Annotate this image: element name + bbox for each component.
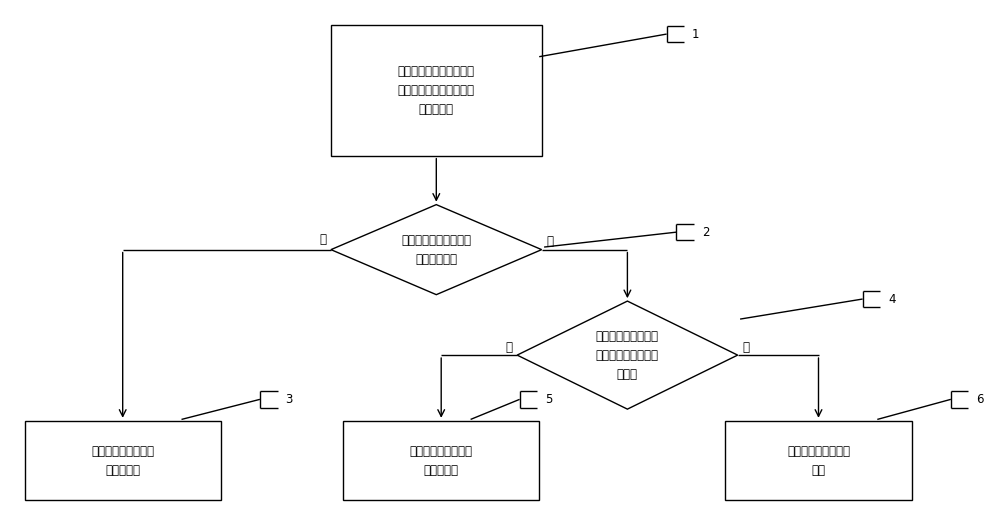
- FancyBboxPatch shape: [725, 421, 912, 500]
- Text: 4: 4: [888, 292, 896, 306]
- Text: 偏心影响值是否小等于
偏心影响阈值: 偏心影响值是否小等于 偏心影响阈值: [401, 234, 471, 266]
- FancyBboxPatch shape: [25, 421, 221, 500]
- Text: 否: 否: [547, 235, 554, 248]
- Text: 3: 3: [285, 393, 293, 406]
- Text: 是: 是: [319, 233, 326, 246]
- Text: 对当前批次进行参数
调整并加工: 对当前批次进行参数 调整并加工: [410, 445, 473, 477]
- Polygon shape: [331, 205, 542, 295]
- Text: 是: 是: [505, 341, 512, 354]
- Text: 1: 1: [692, 27, 700, 40]
- FancyBboxPatch shape: [331, 25, 542, 156]
- FancyBboxPatch shape: [343, 421, 539, 500]
- Text: 5: 5: [545, 393, 552, 406]
- Polygon shape: [517, 301, 738, 409]
- Text: 胶合透镜的设计外径
公差是否大于外径公
差阈值: 胶合透镜的设计外径 公差是否大于外径公 差阈值: [596, 330, 659, 381]
- Text: 2: 2: [702, 226, 709, 239]
- Text: 对当前批次进行分档
加工: 对当前批次进行分档 加工: [787, 445, 850, 477]
- Text: 6: 6: [976, 393, 984, 406]
- Text: 根据胶合透镜的设计焦距
和设计外径公差计算得到
偏心影响值: 根据胶合透镜的设计焦距 和设计外径公差计算得到 偏心影响值: [398, 65, 475, 116]
- Text: 按照正常加工流程生
产当前批次: 按照正常加工流程生 产当前批次: [91, 445, 154, 477]
- Text: 否: 否: [743, 341, 750, 354]
